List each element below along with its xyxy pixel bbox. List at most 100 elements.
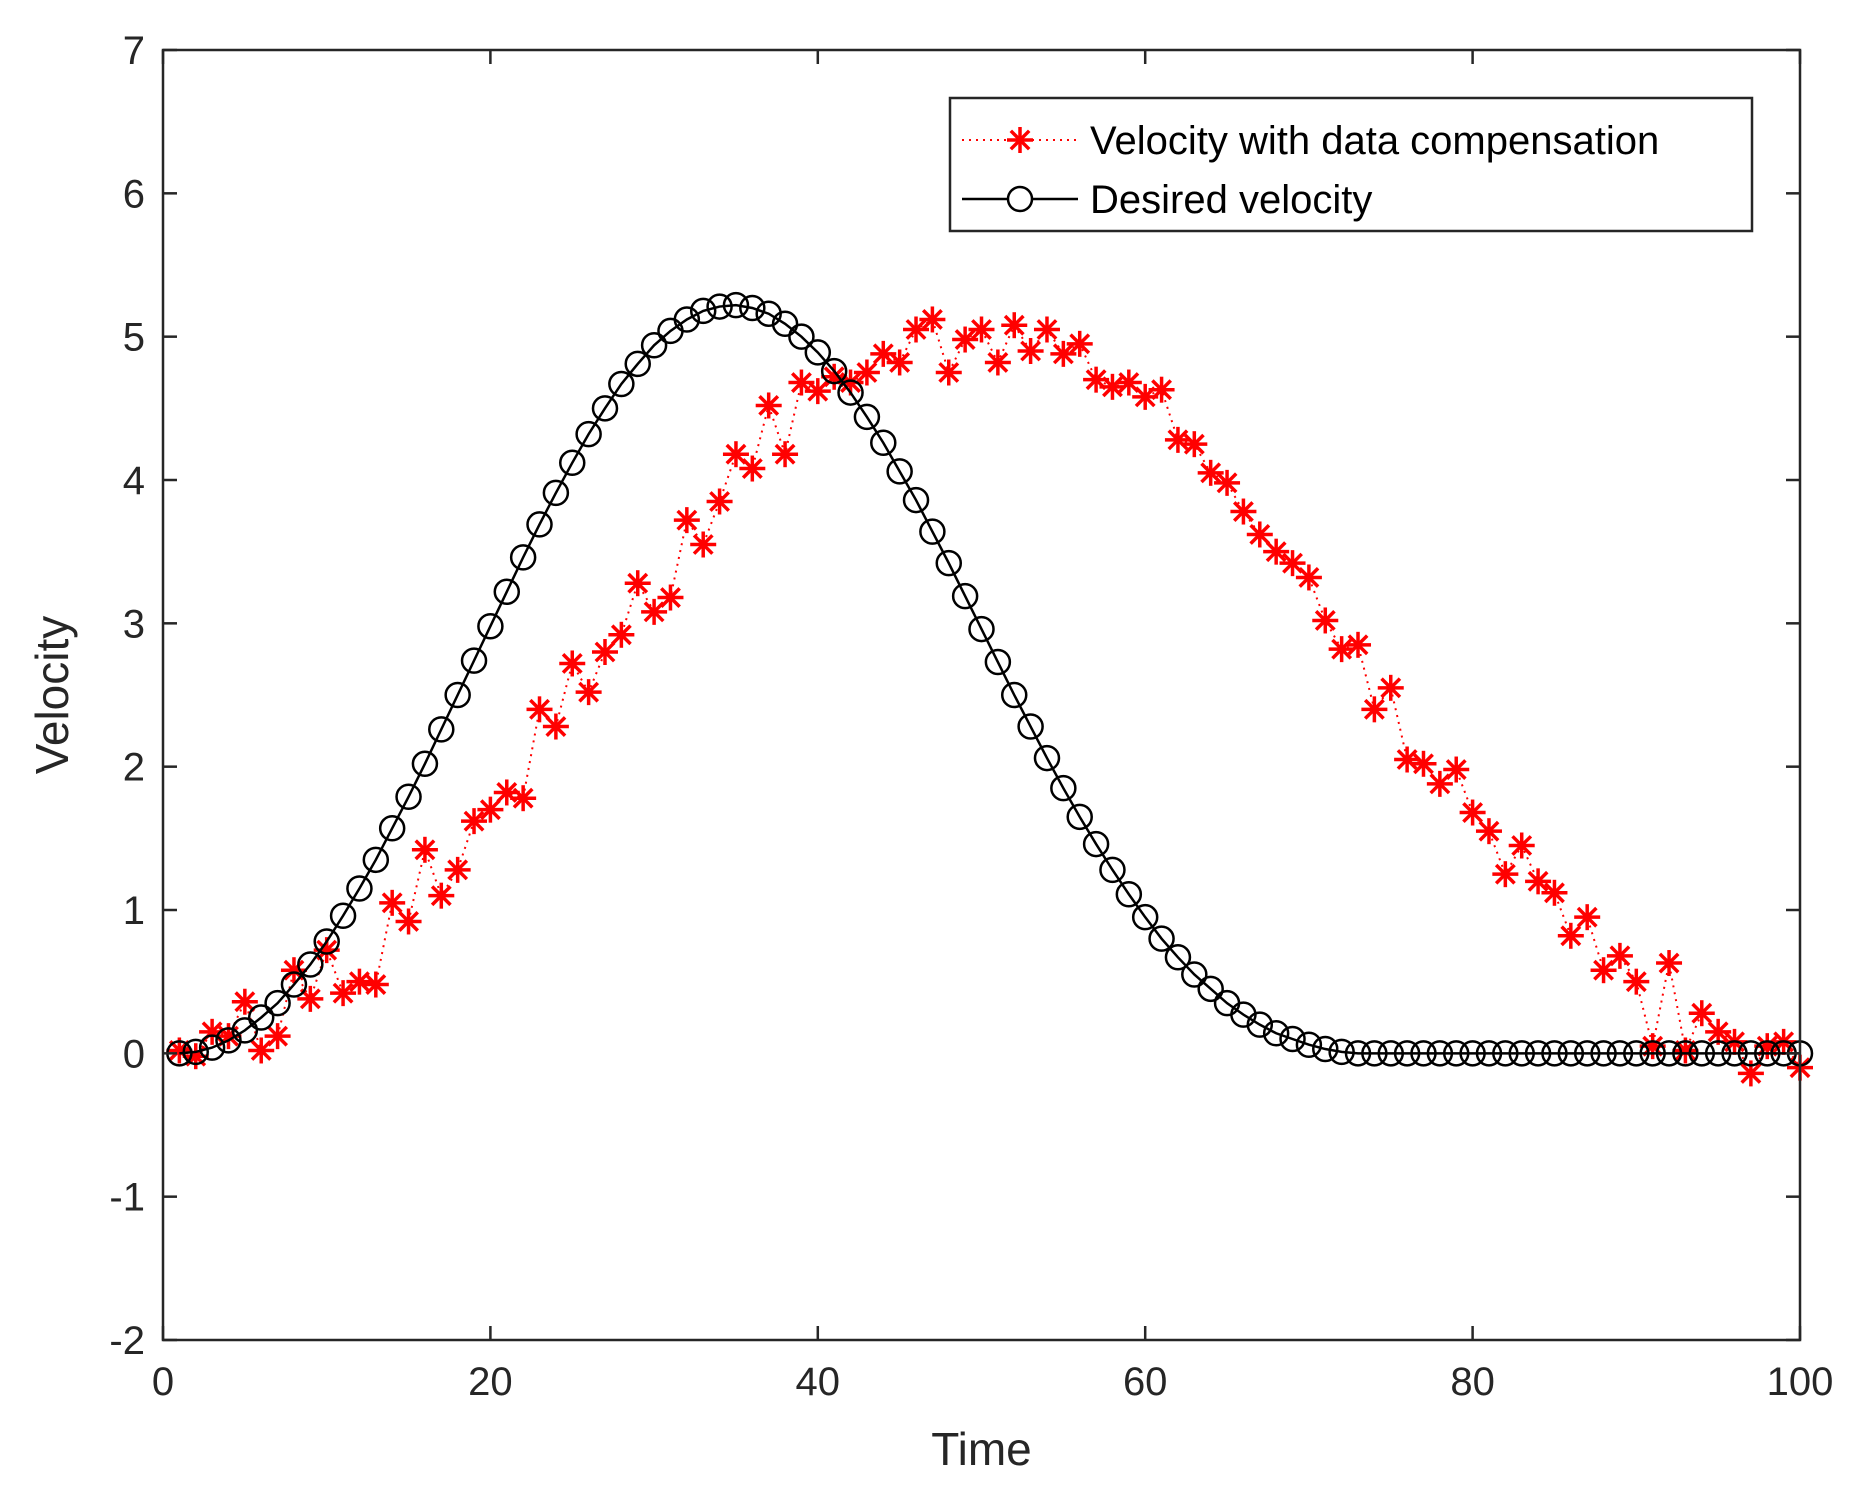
desired-point bbox=[1344, 1040, 1372, 1067]
desired-point bbox=[1508, 1040, 1535, 1067]
desired-point bbox=[870, 429, 897, 456]
desired-point bbox=[1262, 1020, 1290, 1047]
compensated-point bbox=[330, 980, 357, 1007]
desired-point bbox=[1573, 1040, 1601, 1067]
compensated-point bbox=[1115, 369, 1142, 396]
desired-point bbox=[378, 815, 406, 842]
compensated-point bbox=[673, 507, 700, 534]
legend-circle-icon bbox=[1006, 185, 1034, 213]
compensated-point bbox=[1033, 316, 1060, 343]
data-layer bbox=[166, 291, 1814, 1087]
desired-point bbox=[247, 1004, 275, 1031]
compensated-point bbox=[526, 696, 553, 723]
desired-point bbox=[297, 951, 324, 978]
desired-point bbox=[771, 310, 799, 338]
desired-point bbox=[1312, 1035, 1339, 1063]
compensated-point bbox=[1508, 832, 1535, 859]
compensated-point bbox=[379, 889, 406, 916]
desired-point bbox=[329, 902, 357, 929]
desired-point bbox=[559, 449, 586, 477]
desired-point bbox=[935, 549, 963, 577]
desired-point bbox=[428, 716, 455, 743]
desired-point bbox=[460, 647, 488, 674]
desired-point bbox=[853, 403, 881, 431]
compensated-point bbox=[1099, 373, 1126, 400]
compensated-point bbox=[444, 856, 471, 883]
y-tick-label: 2 bbox=[123, 746, 145, 790]
desired-point bbox=[1672, 1040, 1699, 1067]
y-tick-label: 3 bbox=[123, 602, 145, 646]
compensated-point bbox=[1688, 1000, 1715, 1027]
desired-point bbox=[1655, 1040, 1683, 1067]
compensated-point bbox=[1557, 922, 1584, 949]
y-tick-label: -1 bbox=[109, 1176, 145, 1220]
compensated-point bbox=[1246, 521, 1273, 548]
compensated-point bbox=[739, 455, 766, 482]
x-tick-label: 60 bbox=[1123, 1360, 1168, 1404]
desired-point bbox=[1361, 1040, 1388, 1067]
desired-point bbox=[1492, 1040, 1519, 1067]
desired-point bbox=[395, 783, 422, 811]
y-tick-label: 5 bbox=[123, 316, 145, 360]
desired-point bbox=[477, 612, 504, 640]
desired-point bbox=[1131, 903, 1159, 931]
compensated-point bbox=[1279, 550, 1306, 577]
desired-point bbox=[1115, 880, 1143, 908]
desired-point bbox=[1164, 944, 1192, 971]
compensated-point bbox=[1361, 696, 1388, 723]
compensated-point bbox=[297, 985, 324, 1012]
compensated-point bbox=[722, 441, 749, 468]
compensated-point bbox=[903, 316, 930, 343]
compensated-point bbox=[1737, 1060, 1764, 1087]
desired-point bbox=[1606, 1040, 1634, 1067]
desired-point bbox=[1459, 1040, 1486, 1067]
compensated-point bbox=[706, 488, 733, 515]
desired-point bbox=[362, 846, 390, 874]
compensated-point bbox=[559, 650, 586, 677]
series-desired-line bbox=[179, 303, 1800, 1055]
compensated-point bbox=[1263, 538, 1290, 565]
axes-box bbox=[161, 48, 1802, 1342]
ticks: 0 20 40 60 80 100 -2 -1 0 1 2 3 4 5 6 7 bbox=[109, 29, 1833, 1404]
compensated-point bbox=[657, 584, 684, 611]
compensated-point bbox=[1459, 799, 1486, 826]
desired-point bbox=[1410, 1040, 1437, 1067]
compensated-point bbox=[1295, 564, 1322, 591]
compensated-point bbox=[1541, 879, 1568, 906]
desired-point bbox=[1000, 681, 1028, 709]
desired-point bbox=[984, 648, 1012, 676]
y-tick-label: -2 bbox=[109, 1319, 145, 1363]
desired-point bbox=[1066, 803, 1093, 831]
x-tick-label: 0 bbox=[152, 1360, 174, 1404]
compensated-point bbox=[1377, 674, 1404, 701]
compensated-point bbox=[1345, 631, 1372, 658]
desired-point bbox=[1623, 1040, 1650, 1067]
compensated-point bbox=[772, 441, 799, 468]
legend-marker-desired bbox=[1006, 185, 1034, 213]
compensated-point bbox=[1164, 426, 1191, 453]
desired-point bbox=[493, 578, 521, 606]
desired-point bbox=[1148, 925, 1175, 952]
desired-point bbox=[1197, 975, 1224, 1003]
compensated-point bbox=[1590, 957, 1617, 984]
desired-point bbox=[689, 297, 717, 325]
desired-point bbox=[1737, 1040, 1765, 1067]
compensated-point bbox=[1017, 338, 1044, 364]
compensated-point bbox=[461, 808, 488, 835]
desired-point bbox=[1754, 1040, 1781, 1067]
compensated-point bbox=[362, 971, 389, 998]
desired-point bbox=[919, 518, 946, 545]
legend-box bbox=[948, 96, 1754, 233]
desired-point bbox=[837, 379, 864, 406]
compensated-point bbox=[428, 882, 455, 909]
compensated-point bbox=[231, 988, 258, 1015]
desired-point bbox=[1295, 1031, 1323, 1058]
compensated-point bbox=[1148, 376, 1175, 403]
compensated-point bbox=[1525, 868, 1552, 895]
y-tick-label: 0 bbox=[123, 1032, 145, 1076]
desired-point bbox=[1541, 1040, 1568, 1067]
desired-point bbox=[1279, 1025, 1306, 1053]
desired-point bbox=[951, 582, 979, 610]
